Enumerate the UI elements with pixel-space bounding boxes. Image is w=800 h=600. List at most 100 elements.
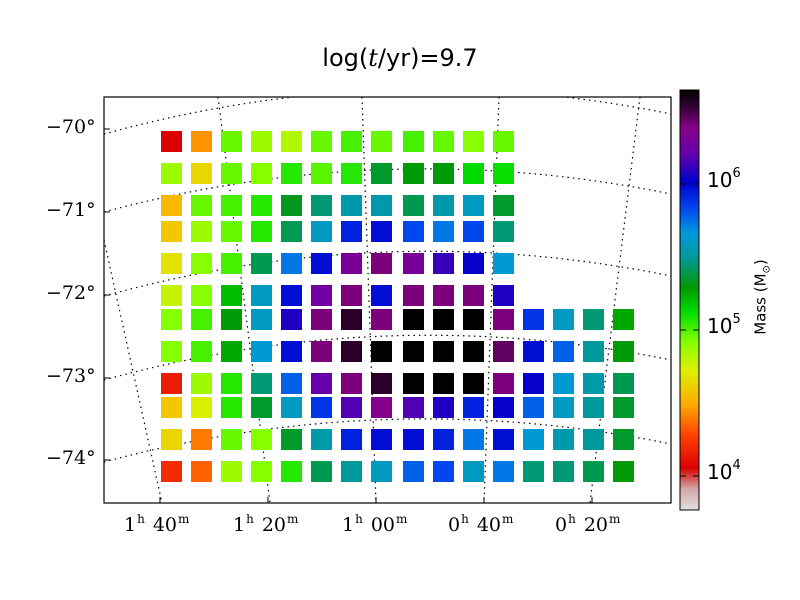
- mass-cell: [613, 341, 634, 362]
- mass-cell: [553, 397, 574, 418]
- mass-cell: [161, 309, 182, 330]
- mass-cell: [251, 373, 272, 394]
- mass-cell: [281, 221, 302, 242]
- mass-cell: [403, 131, 424, 152]
- mass-cell: [403, 253, 424, 274]
- mass-cell: [463, 163, 484, 184]
- mass-cell: [191, 221, 212, 242]
- dec-tick-label: −73°: [46, 365, 96, 387]
- mass-cell: [221, 397, 242, 418]
- mass-cell: [191, 397, 212, 418]
- mass-cell: [433, 341, 454, 362]
- mass-cell: [341, 221, 362, 242]
- mass-cell: [221, 221, 242, 242]
- mass-cell: [371, 309, 392, 330]
- mass-cell: [311, 285, 332, 306]
- mass-cell: [251, 341, 272, 362]
- mass-cell: [583, 397, 604, 418]
- mass-cell: [191, 461, 212, 482]
- mass-cell: [281, 461, 302, 482]
- plot-frame: [103, 96, 672, 504]
- mass-cell: [161, 131, 182, 152]
- mass-cell: [463, 309, 484, 330]
- mass-cell: [433, 285, 454, 306]
- mass-cell: [251, 397, 272, 418]
- ra-tick-label: 0h 40m: [448, 512, 514, 536]
- mass-cell: [463, 373, 484, 394]
- mass-cells: [161, 131, 634, 482]
- mass-cell: [371, 285, 392, 306]
- mass-cell: [523, 309, 544, 330]
- mass-cell: [161, 163, 182, 184]
- mass-cell: [341, 131, 362, 152]
- mass-cell: [493, 163, 514, 184]
- mass-cell: [221, 429, 242, 450]
- mass-cell: [613, 309, 634, 330]
- ra-tick-label: 1h 00m: [342, 512, 408, 536]
- mass-cell: [493, 285, 514, 306]
- mass-cell: [221, 131, 242, 152]
- mass-cell: [463, 195, 484, 216]
- mass-cell: [191, 163, 212, 184]
- mass-cell: [251, 163, 272, 184]
- mass-cell: [553, 309, 574, 330]
- mass-cell: [403, 397, 424, 418]
- mass-cell: [403, 461, 424, 482]
- mass-cell: [371, 163, 392, 184]
- mass-cell: [463, 429, 484, 450]
- mass-cell: [341, 285, 362, 306]
- mass-cell: [433, 195, 454, 216]
- dec-tick-label: −72°: [46, 282, 96, 304]
- mass-cell: [523, 397, 544, 418]
- mass-cell: [161, 461, 182, 482]
- y-tick-marks: [104, 128, 110, 461]
- mass-cell: [463, 285, 484, 306]
- mass-cell: [311, 253, 332, 274]
- mass-cell: [161, 341, 182, 362]
- mass-cell: [463, 253, 484, 274]
- mass-cell: [493, 131, 514, 152]
- mass-cell: [371, 195, 392, 216]
- mass-cell: [371, 373, 392, 394]
- x-tick-marks: [159, 497, 593, 503]
- mass-cell: [613, 373, 634, 394]
- mass-cell: [403, 341, 424, 362]
- mass-cell: [433, 221, 454, 242]
- mass-cell: [251, 429, 272, 450]
- mass-cell: [583, 309, 604, 330]
- mass-cell: [311, 461, 332, 482]
- mass-cell: [221, 341, 242, 362]
- mass-cell: [191, 195, 212, 216]
- mass-cell: [311, 195, 332, 216]
- mass-cell: [311, 163, 332, 184]
- mass-cell: [341, 309, 362, 330]
- mass-cell: [341, 163, 362, 184]
- ra-tick-label: 1h 40m: [124, 512, 190, 536]
- mass-cell: [281, 285, 302, 306]
- mass-cell: [493, 373, 514, 394]
- mass-cell: [311, 221, 332, 242]
- mass-cell: [191, 285, 212, 306]
- dec-tick-label: −74°: [46, 447, 96, 469]
- mass-cell: [221, 285, 242, 306]
- mass-cell: [523, 461, 544, 482]
- mass-cell: [433, 131, 454, 152]
- mass-cell: [433, 373, 454, 394]
- mass-cell: [281, 253, 302, 274]
- mass-cell: [403, 285, 424, 306]
- mass-cell: [523, 341, 544, 362]
- mass-cell: [433, 397, 454, 418]
- mass-cell: [161, 195, 182, 216]
- dec-tick-label: −71°: [46, 199, 96, 221]
- dec-tick-label: −70°: [46, 116, 96, 138]
- mass-cell: [371, 221, 392, 242]
- mass-cell: [311, 429, 332, 450]
- mass-cell: [433, 253, 454, 274]
- mass-cell: [613, 429, 634, 450]
- mass-cell: [493, 195, 514, 216]
- mass-cell: [311, 131, 332, 152]
- mass-cell: [403, 221, 424, 242]
- chart-title: log(t/yr)=9.7: [322, 44, 478, 72]
- mass-cell: [281, 309, 302, 330]
